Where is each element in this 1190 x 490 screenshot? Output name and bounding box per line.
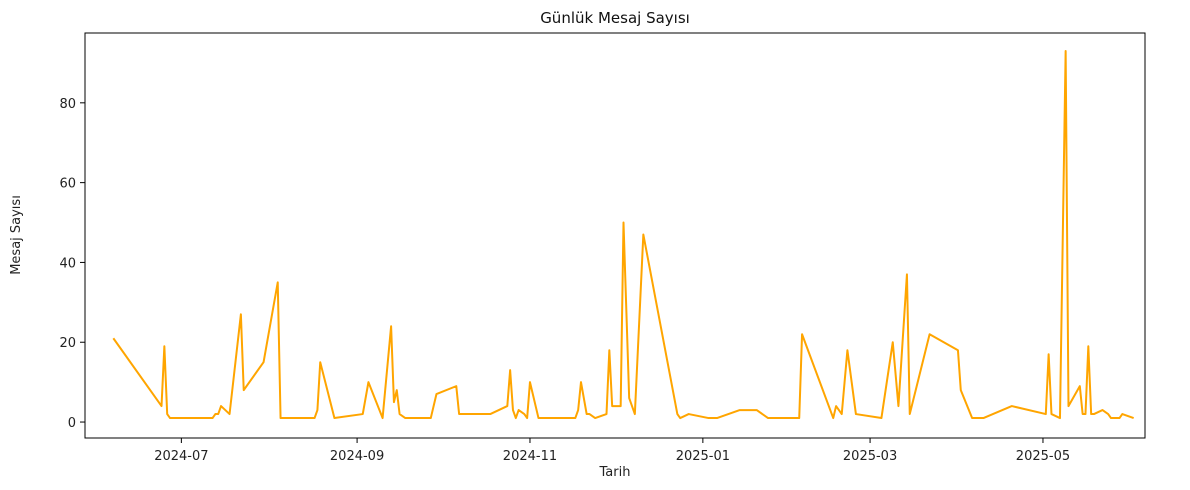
y-tick-label: 0 <box>68 416 76 431</box>
y-axis: 0 20 40 60 80 <box>59 97 85 431</box>
y-tick-label: 20 <box>59 336 76 351</box>
x-tick-label: 2024-11 <box>503 449 557 464</box>
x-axis: 2024-07 2024-09 2024-11 2025-01 2025-03 2025-… <box>154 438 1070 464</box>
series-line <box>112 49 1134 420</box>
y-axis-label: Mesaj Sayısı <box>9 195 24 275</box>
plot-area <box>85 33 1145 438</box>
y-tick-label: 80 <box>59 97 76 112</box>
x-tick-label: 2025-03 <box>843 449 897 464</box>
x-axis-label: Tarih <box>599 465 631 480</box>
y-tick-label: 60 <box>59 177 76 192</box>
x-tick-label: 2024-07 <box>154 449 208 464</box>
chart-title: Günlük Mesaj Sayısı <box>540 9 690 27</box>
x-tick-label: 2025-05 <box>1016 449 1070 464</box>
x-tick-label: 2024-09 <box>330 449 384 464</box>
y-tick-label: 40 <box>59 256 76 271</box>
x-tick-label: 2025-01 <box>676 449 730 464</box>
plot-frame <box>84 32 1146 439</box>
